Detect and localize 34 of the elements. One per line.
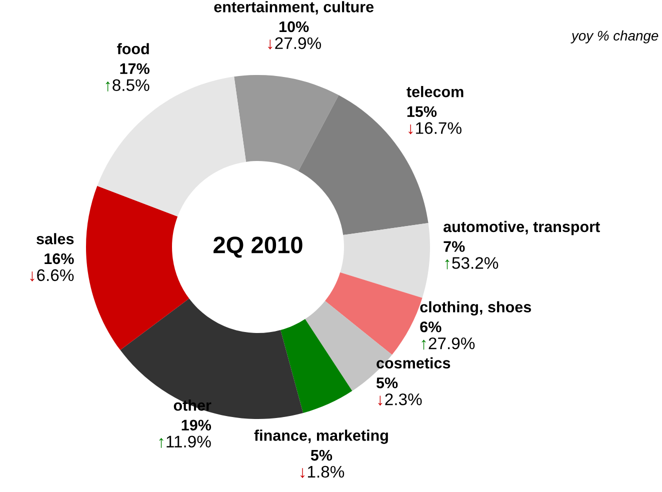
text: 2Q 2010 (214, 236, 302, 258)
slice-label: telecom (406, 86, 464, 98)
donut-slice (280, 318, 352, 413)
slice-label: finance, marketing (254, 430, 388, 444)
donut-slice (234, 75, 339, 172)
data-label: 16% (44, 253, 74, 264)
slice-label: cosmetics (376, 357, 450, 369)
text: ↓16.7% (408, 122, 462, 134)
text: yoy % change (570, 30, 658, 44)
data-label: 17% (120, 63, 150, 74)
data-label: 19% (182, 420, 212, 431)
data-label: 5% (310, 450, 332, 461)
slice-label: sales (36, 233, 74, 244)
donut-slice (86, 186, 190, 350)
slice-label: entertainment, culture (214, 1, 374, 15)
text: ↓1.8% (300, 466, 344, 478)
text: ↑8.5% (106, 79, 150, 92)
data-label: 6% (420, 321, 442, 332)
text: ↓2.3% (378, 393, 422, 406)
data-label: 5% (376, 378, 398, 388)
donut-slice (340, 223, 430, 298)
data-label: 15% (407, 106, 437, 117)
slice-label: food (117, 43, 149, 54)
slice-label: clothing, shoes (420, 301, 532, 316)
donut-slice (97, 76, 246, 216)
slice-label: automotive, transport (444, 220, 600, 236)
text: ↑27.9% (422, 337, 475, 350)
data-label: 10% (280, 21, 309, 32)
text: ↑11.9% (159, 436, 211, 448)
text: ↑53.2% (445, 257, 498, 270)
donut-slice (120, 298, 304, 419)
text: ↓6.6% (30, 269, 74, 282)
text: ↓27.9% (268, 37, 322, 50)
data-label: 7% (444, 241, 465, 252)
